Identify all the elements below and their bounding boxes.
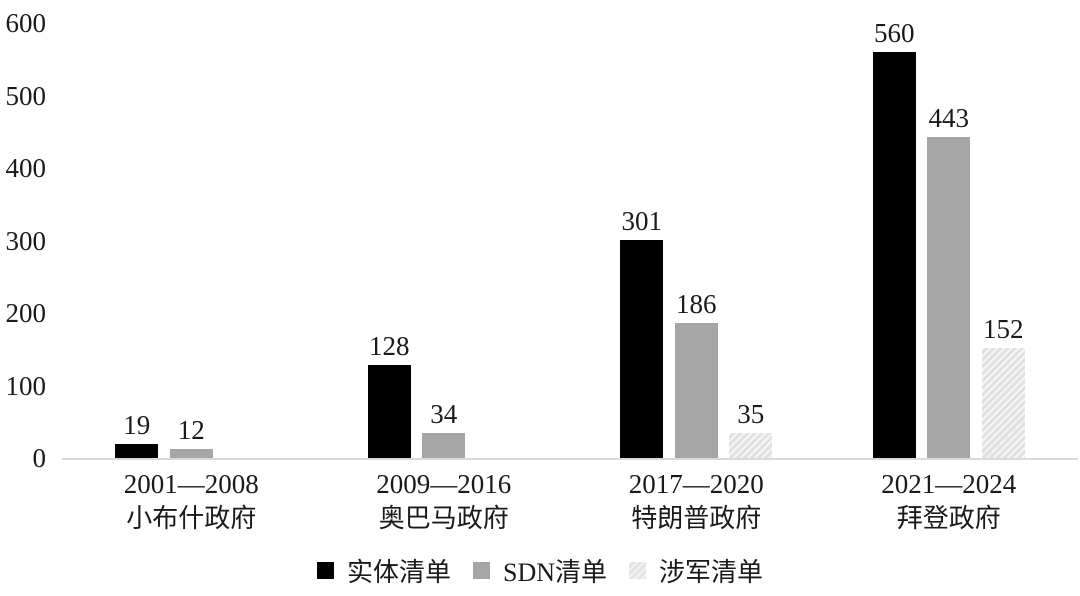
bar-SDN清单-2017—2020 <box>674 323 718 458</box>
y-axis-tick-label: 500 <box>5 80 47 111</box>
legend: 实体清单 SDN清单 涉军清单 <box>0 553 1080 587</box>
bar-value-label: 35 <box>737 398 765 429</box>
category-label: 2017—2020 <box>628 469 764 499</box>
bar-value-label: 19 <box>123 410 151 441</box>
legend-swatch-icon <box>629 561 646 579</box>
x-axis-line <box>62 458 1078 460</box>
y-axis-tick-label: 400 <box>5 153 47 183</box>
legend-swatch-icon <box>472 561 490 579</box>
bar-实体清单-2017—2020 <box>620 239 664 458</box>
category-sublabel: 特朗普政府 <box>631 504 762 533</box>
bar-value-label: 560 <box>874 18 915 48</box>
bar-涉军清单-2021—2024 <box>981 347 1025 458</box>
category-sublabel: 小布什政府 <box>126 504 257 533</box>
bar-value-label: 12 <box>177 415 205 446</box>
bar-value-label: 301 <box>621 205 663 236</box>
bar-SDN清单-2009—2016 <box>422 433 466 458</box>
bar-SDN清单-2021—2024 <box>927 136 971 458</box>
legend-label: SDN清单 <box>502 557 607 587</box>
bar-value-label: 128 <box>369 331 410 362</box>
legend-item-实体清单: 实体清单 <box>316 552 451 589</box>
bar-value-label: 443 <box>928 102 970 133</box>
category-label: 2009—2016 <box>376 469 512 499</box>
y-axis-tick-label: 200 <box>5 298 47 328</box>
bar-SDN清单-2001—2008 <box>169 449 213 458</box>
category-sublabel: 奥巴马政府 <box>378 504 509 533</box>
y-axis-tick-label: 0 <box>32 443 47 473</box>
legend-item-涉军清单: 涉军清单 <box>629 552 763 589</box>
y-axis-tick-label: 600 <box>5 8 47 38</box>
y-axis-tick-label: 300 <box>5 225 47 256</box>
y-axis-tick-label: 100 <box>5 370 47 401</box>
legend-item-SDN清单: SDN清单 <box>472 552 607 589</box>
bar-value-label: 152 <box>983 313 1024 344</box>
bar-涉军清单-2017—2020 <box>729 432 773 458</box>
bar-value-label: 186 <box>676 289 717 320</box>
bar-实体清单-2009—2016 <box>367 365 411 458</box>
legend-label: 涉军清单 <box>659 557 764 587</box>
category-label: 2001—2008 <box>123 469 259 499</box>
bar-实体清单-2001—2008 <box>115 444 159 458</box>
bar-value-label: 34 <box>430 399 458 430</box>
bar-实体清单-2021—2024 <box>872 52 916 458</box>
legend-label: 实体清单 <box>346 557 451 587</box>
category-sublabel: 拜登政府 <box>896 504 1001 533</box>
legend-swatch-icon <box>316 561 334 579</box>
category-label: 2021—2024 <box>881 469 1017 499</box>
